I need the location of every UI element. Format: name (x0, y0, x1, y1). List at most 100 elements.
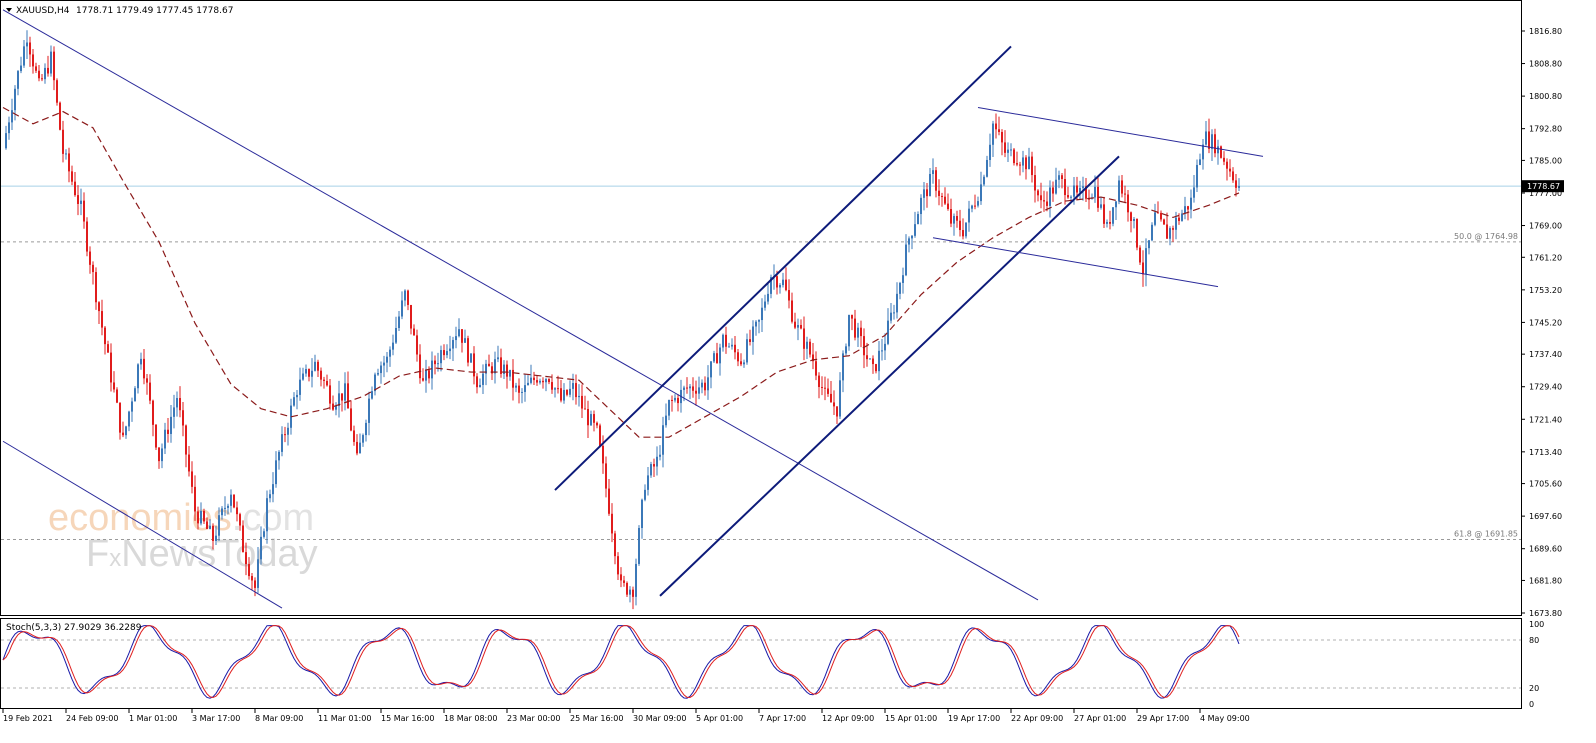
candle-body (1196, 164, 1198, 188)
time-tick-label: 8 Mar 09:00 (255, 714, 303, 723)
candle-body (842, 353, 844, 381)
candle-body (236, 507, 238, 515)
candle-body (779, 285, 781, 288)
time-tick-label: 7 Apr 17:00 (759, 714, 806, 723)
candle-body (833, 402, 835, 407)
candle-body (1226, 161, 1228, 169)
candle-body (1013, 149, 1015, 164)
candle-body (647, 475, 649, 490)
candle-body (503, 364, 505, 374)
candle-body (1235, 180, 1237, 188)
candle-body (329, 385, 331, 404)
stoch-main-line (2, 625, 1240, 699)
candle-body (626, 582, 628, 595)
candle-body (1223, 157, 1225, 162)
candle-body (674, 397, 676, 401)
candle-body (620, 574, 622, 581)
candle-body (197, 511, 199, 524)
candle-body (824, 387, 826, 389)
candle-body (167, 429, 169, 434)
candle-body (1088, 198, 1090, 200)
candle-body (1031, 156, 1033, 176)
price-tick-label: 1808.80 (1529, 60, 1562, 69)
candle-body (110, 352, 112, 383)
candle-body (224, 507, 226, 509)
candle-body (41, 78, 43, 80)
candle-body (227, 505, 229, 508)
candle-body (758, 320, 760, 322)
candle-body (221, 508, 223, 516)
price-tick-label: 1745.20 (1529, 318, 1562, 327)
candle-body (1175, 217, 1177, 230)
candle-body (155, 424, 157, 448)
candle-body (1214, 134, 1216, 154)
candle-body (194, 486, 196, 512)
candle-body (1070, 196, 1072, 198)
candle-body (863, 336, 865, 356)
candle-body (179, 398, 181, 411)
candle-body (557, 388, 559, 390)
candle-body (1028, 156, 1030, 170)
candle-body (71, 171, 73, 182)
candle-body (341, 393, 343, 401)
candle-body (1202, 144, 1204, 160)
stoch-level-label: 80 (1529, 636, 1539, 645)
candle-body (74, 181, 76, 196)
price-tick-label: 1713.40 (1529, 448, 1562, 457)
candle-body (938, 190, 940, 196)
candle-body (623, 580, 625, 583)
candle-body (1154, 212, 1156, 225)
candle-body (515, 385, 517, 388)
candle-body (389, 349, 391, 357)
candle-body (569, 388, 571, 395)
candle-body (269, 494, 271, 499)
candle-body (1040, 195, 1042, 201)
candle-body (470, 353, 472, 363)
candle-body (590, 414, 592, 426)
candle-body (1046, 201, 1048, 206)
watermark-f: F (86, 533, 109, 575)
candle-body (131, 401, 133, 412)
price-tick-label: 1697.60 (1529, 512, 1562, 521)
candle-body (56, 80, 58, 103)
candle-body (350, 408, 352, 431)
candle-body (437, 363, 439, 365)
candle-body (383, 362, 385, 366)
candle-body (1205, 131, 1207, 145)
candle-body (80, 200, 82, 204)
candle-body (737, 352, 739, 362)
candle-body (386, 356, 388, 363)
candle-body (344, 383, 346, 401)
candle-body (791, 300, 793, 322)
candle-body (398, 316, 400, 329)
candle-body (1220, 146, 1222, 158)
trendline-falling-support (2, 440, 283, 609)
candle-body (239, 514, 241, 526)
candle-body (284, 434, 286, 436)
candle-body (419, 354, 421, 379)
candle-body (710, 361, 712, 378)
candle-body (1010, 149, 1012, 151)
candle-body (50, 51, 52, 74)
candle-body (572, 383, 574, 389)
candle-body (359, 442, 361, 454)
candle-body (362, 435, 364, 443)
candle-body (944, 196, 946, 204)
candle-body (908, 238, 910, 245)
candle-body (368, 398, 370, 423)
candle-body (455, 336, 457, 341)
dropdown-triangle-icon[interactable] (6, 8, 12, 12)
candle-body (158, 447, 160, 462)
candle-body (461, 329, 463, 343)
price-tick-label: 1721.40 (1529, 415, 1562, 424)
stochastic-panel: 100 80 20 0 (1, 620, 1544, 709)
candle-body (266, 498, 268, 532)
candle-body (209, 525, 211, 529)
candle-body (941, 195, 943, 197)
candle-body (887, 320, 889, 344)
stoch-level-label: 100 (1529, 620, 1544, 629)
candle-body (530, 377, 532, 383)
candle-body (1064, 179, 1066, 196)
candle-body (137, 364, 139, 389)
candle-body (65, 153, 67, 155)
